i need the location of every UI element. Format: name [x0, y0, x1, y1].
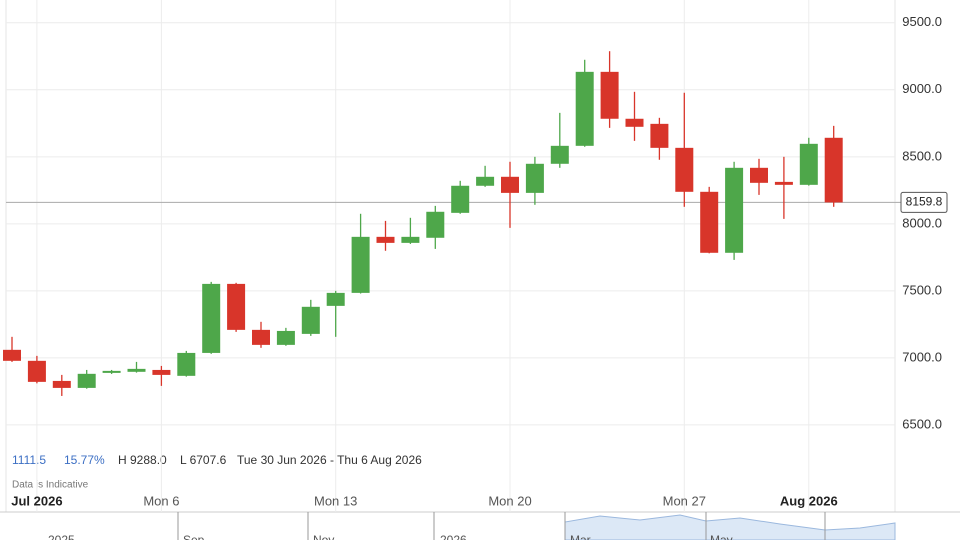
candle-body: [650, 123, 669, 148]
candle-body: [550, 145, 569, 164]
navigator-label: Sep: [183, 533, 205, 540]
candle-body: [227, 283, 246, 330]
candle-body: [27, 360, 46, 382]
y-tick-label: 7000.0: [902, 349, 942, 364]
x-tick-label: Aug 2026: [780, 493, 838, 508]
candle-body: [426, 211, 445, 238]
change-pct: 15.77%: [64, 453, 105, 467]
candle-body: [52, 380, 71, 388]
candle-body: [376, 236, 395, 243]
last-price-box: [900, 191, 948, 213]
candle-body: [725, 167, 744, 253]
candle-body: [451, 185, 470, 213]
navigator-label: May: [710, 533, 733, 540]
navigator-label: Nov: [313, 533, 334, 540]
candle-body: [525, 163, 544, 193]
candle-body: [301, 306, 320, 334]
navigator-label: 2025: [48, 533, 75, 540]
candle-body: [127, 368, 146, 372]
candle-body: [600, 71, 619, 119]
candle-body: [476, 176, 495, 186]
candle-body: [625, 118, 644, 127]
x-tick-label: Mon 6: [143, 493, 179, 508]
candle-body: [202, 283, 221, 353]
candle-body: [575, 71, 594, 146]
x-tick-label: Jul 2026: [11, 493, 62, 508]
candle-body: [401, 236, 420, 243]
candle-body: [276, 330, 295, 345]
low: L 6707.6: [180, 453, 227, 467]
candle-body: [675, 147, 694, 192]
y-tick-label: 8500.0: [902, 148, 942, 163]
y-tick-label: 8000.0: [902, 215, 942, 230]
note: Data is Indicative: [12, 480, 89, 491]
x-tick-label: Mon 27: [663, 493, 706, 508]
candle-body: [501, 176, 519, 193]
high: H 9288.0: [118, 453, 167, 467]
candle-body: [351, 236, 370, 293]
candle-body: [750, 167, 768, 183]
navigator-label: 2026: [440, 533, 467, 540]
y-tick-label: 7500.0: [902, 282, 942, 297]
candle-body: [252, 329, 270, 345]
candle-body: [824, 137, 843, 203]
change: 1111.5: [12, 453, 46, 467]
y-tick-label: 9000.0: [902, 81, 942, 96]
navigator-label: Mar: [570, 533, 591, 540]
navigator-area: [564, 514, 896, 540]
candle-body: [326, 292, 345, 306]
candle-body: [799, 143, 818, 185]
candle-body: [102, 370, 121, 373]
y-tick-label: 9500.0: [902, 14, 942, 29]
candle-body: [152, 369, 171, 375]
x-tick-label: Mon 20: [488, 493, 531, 508]
candle-body: [3, 349, 21, 361]
navigator: 2025 Sep Nov 2026 Mar May: [48, 512, 826, 540]
candle-body: [77, 373, 96, 388]
x-tick-label: Mon 13: [314, 493, 357, 508]
candle-body: [177, 352, 196, 376]
last-price-label: 8159.8: [906, 195, 943, 209]
candle-body: [700, 191, 719, 253]
y-tick-label: 6500.0: [902, 416, 942, 431]
candle-body: [774, 181, 793, 185]
range: Tue 30 Jun 2026 - Thu 6 Aug 2026: [237, 453, 422, 467]
stats: 1111.5 15.77% H 9288.0 L 6707.6 Tue 30 J…: [12, 453, 422, 490]
